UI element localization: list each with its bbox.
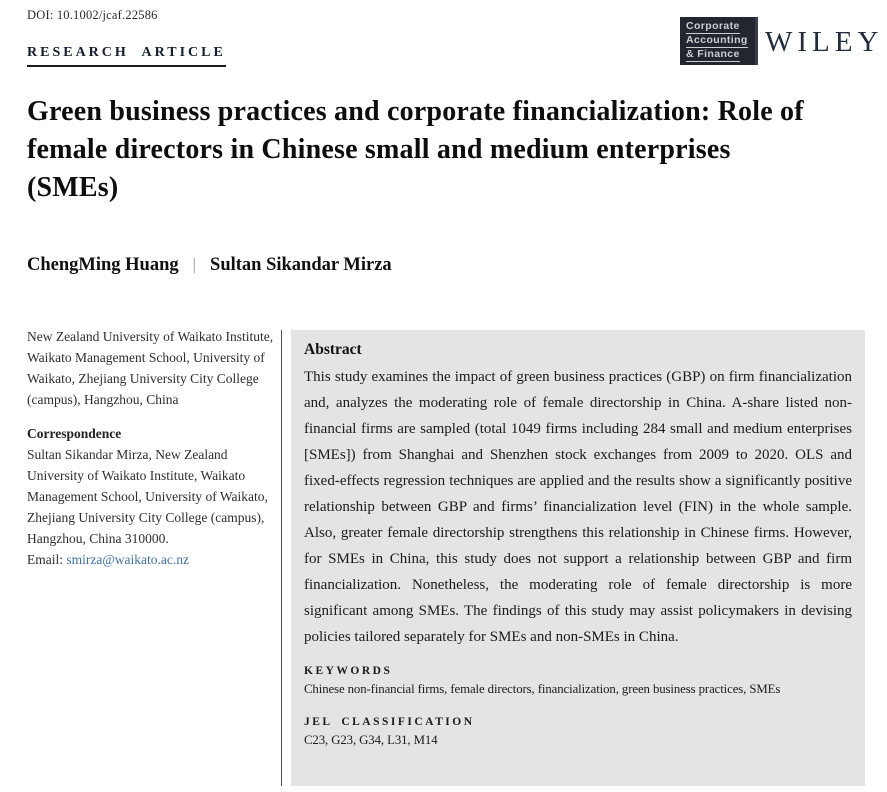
correspondence-text: Sultan Sikandar Mirza, New Zealand Unive… bbox=[27, 447, 268, 546]
publisher-logo: WILEY bbox=[765, 26, 884, 58]
keywords-text: Chinese non-financial firms, female dire… bbox=[304, 682, 781, 696]
journal-logo-line-3: & Finance bbox=[686, 49, 740, 63]
page-title: Green business practices and corporate f… bbox=[27, 96, 804, 203]
journal-logo: Corporate Accounting & Finance bbox=[680, 17, 758, 66]
author-name-2: Sultan Sikandar Mirza bbox=[210, 255, 392, 275]
email-label: Email: bbox=[27, 552, 67, 567]
doi-text: DOI: 10.1002/jcaf.22586 bbox=[27, 8, 158, 22]
jel-text: C23, G23, G34, L31, M14 bbox=[304, 733, 438, 747]
author-separator: | bbox=[192, 255, 197, 274]
journal-logo-line-1: Corporate bbox=[686, 20, 740, 35]
column-divider bbox=[281, 330, 282, 786]
affiliation-text: New Zealand University of Waikato Instit… bbox=[27, 329, 274, 407]
jel-heading: JEL CLASSIFICATION bbox=[304, 716, 475, 728]
correspondence-heading: Correspondence bbox=[27, 426, 122, 441]
author-list: ChengMing Huang | Sultan Sikandar Mirza bbox=[27, 255, 392, 276]
keywords-heading: KEYWORDS bbox=[304, 665, 393, 677]
author-info-column: New Zealand University of Waikato Instit… bbox=[27, 326, 279, 570]
abstract-heading: Abstract bbox=[304, 341, 362, 358]
abstract-text: This study examines the impact of green … bbox=[304, 369, 852, 645]
article-type-label: RESEARCH ARTICLE bbox=[27, 45, 226, 67]
journal-logo-line-2: Accounting bbox=[686, 34, 748, 49]
abstract-panel: Abstract This study examines the impact … bbox=[291, 330, 865, 786]
email-link[interactable]: smirza@waikato.ac.nz bbox=[66, 552, 190, 567]
author-name-1: ChengMing Huang bbox=[27, 255, 179, 275]
